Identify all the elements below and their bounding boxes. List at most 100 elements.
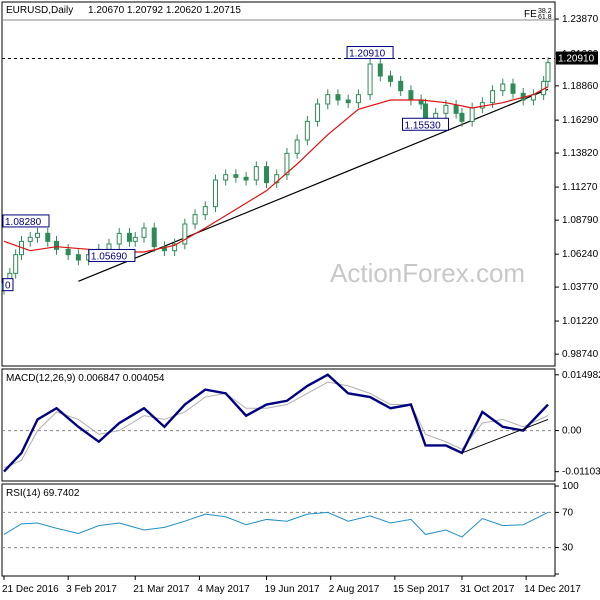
macd-signal-line bbox=[3, 381, 549, 469]
current-price: 1.20910 bbox=[556, 51, 598, 65]
macd-title: MACD(12,26,9) 0.006847 0.004054 bbox=[6, 373, 165, 384]
x-tick-label-6: 15 Sep 2017 bbox=[393, 584, 450, 595]
candle-body-49 bbox=[469, 107, 475, 122]
symbol-label: EURUSD,Daily bbox=[6, 5, 73, 16]
price-tick-label-2: 1.18860 bbox=[562, 81, 599, 92]
macd-tick-label-2: -0.011031 bbox=[562, 467, 600, 478]
candle-body-37 bbox=[355, 94, 361, 104]
annotation-box-3 bbox=[401, 117, 449, 131]
candle-body-25 bbox=[233, 174, 239, 178]
rsi-title: RSI(14) 69.7402 bbox=[6, 488, 80, 499]
fe-value-a: 38.2 bbox=[538, 8, 552, 15]
candle-body-26 bbox=[243, 176, 249, 181]
candle-body-20 bbox=[182, 223, 188, 245]
x-tick-label-4: 19 Jun 2017 bbox=[265, 584, 320, 595]
price-candles bbox=[1, 57, 551, 295]
rsi-lines bbox=[3, 511, 549, 538]
x-tick-label-1: 3 Feb 2017 bbox=[66, 584, 117, 595]
candle-body-8 bbox=[65, 248, 71, 256]
candle-body-28 bbox=[264, 166, 270, 184]
candle-body-35 bbox=[335, 94, 341, 101]
candle-body-34 bbox=[325, 94, 331, 105]
candle-body-19 bbox=[172, 243, 178, 252]
candle-body-18 bbox=[161, 246, 167, 252]
x-tick-label-3: 4 May 2017 bbox=[197, 584, 250, 595]
x-tick-label-2: 21 Mar 2017 bbox=[133, 584, 190, 595]
x-tick-label-5: 2 Aug 2017 bbox=[329, 584, 380, 595]
candle-body-16 bbox=[141, 227, 147, 238]
candle-body-17 bbox=[151, 227, 157, 248]
price-tick-label-8: 1.03770 bbox=[562, 282, 599, 293]
candle-body-29 bbox=[274, 174, 280, 184]
candle-body-36 bbox=[345, 99, 351, 104]
macd-trendline bbox=[461, 418, 549, 454]
price-tick-label-5: 1.11270 bbox=[562, 182, 598, 193]
rsi-tick-label-2: 30 bbox=[562, 543, 574, 554]
rsi-line bbox=[3, 511, 549, 538]
candle-body-13 bbox=[116, 232, 122, 245]
candle-body-15 bbox=[132, 236, 138, 242]
macd-panel-frame bbox=[1, 368, 556, 482]
candle-body-9 bbox=[75, 254, 81, 261]
current-price-box bbox=[556, 51, 598, 65]
candle-body-2 bbox=[13, 254, 19, 274]
candle-body-52 bbox=[500, 83, 506, 92]
watermark: ActionForex.com bbox=[330, 258, 525, 288]
candle-body-7 bbox=[54, 240, 60, 250]
candle-body-23 bbox=[212, 179, 218, 208]
rsi-axis: 100 70 30 bbox=[2, 481, 579, 575]
macd-tick-label-0: 0.014982 bbox=[562, 370, 600, 381]
current-price-label: 1.20910 bbox=[558, 54, 595, 65]
annotation-label-2: 1.20910 bbox=[349, 49, 386, 60]
candle-body-41 bbox=[398, 80, 404, 92]
candle-body-31 bbox=[294, 139, 300, 154]
annotation-box-0 bbox=[2, 214, 50, 228]
candle-body-53 bbox=[510, 83, 516, 94]
candle-body-51 bbox=[490, 90, 496, 104]
ohlc-label: 1.20670 1.20792 1.20620 1.20715 bbox=[88, 5, 241, 16]
candle-body-57 bbox=[545, 62, 551, 82]
candle-body-5 bbox=[35, 232, 41, 238]
x-axis: 21 Dec 2016 3 Feb 2017 21 Mar 2017 4 May 20… bbox=[2, 576, 581, 595]
price-panel-frame bbox=[1, 1, 556, 367]
candle-body-38 bbox=[367, 63, 373, 96]
x-tick-label-7: 31 Oct 2017 bbox=[460, 584, 515, 595]
price-tick-label-3: 1.16290 bbox=[562, 115, 599, 126]
candle-body-12 bbox=[106, 243, 112, 250]
candle-body-50 bbox=[479, 102, 485, 109]
candle-body-27 bbox=[253, 166, 259, 181]
price-tick-label-6: 1.08790 bbox=[562, 215, 599, 226]
macd-lines bbox=[3, 373, 549, 473]
price-axis: 1.238701.212601.188601.162901.138201.112… bbox=[555, 14, 599, 360]
candle-body-33 bbox=[315, 103, 321, 122]
candle-body-40 bbox=[387, 75, 393, 82]
price-tick-label-10: 0.98740 bbox=[562, 349, 599, 360]
candle-body-14 bbox=[126, 232, 132, 242]
candle-body-39 bbox=[377, 63, 383, 77]
annotation-box-2 bbox=[346, 46, 394, 60]
annotation-label-1: 1.05690 bbox=[91, 251, 128, 262]
candle-body-46 bbox=[443, 104, 449, 114]
macd-tick-label-1: 0.00 bbox=[562, 426, 582, 437]
fe-label: FE bbox=[524, 9, 537, 20]
macd-main-line bbox=[3, 373, 549, 473]
candle-body-32 bbox=[304, 120, 310, 141]
rsi-tick-label-0: 100 bbox=[562, 481, 579, 492]
fe-value-b: 61.8 bbox=[538, 14, 552, 21]
candle-body-6 bbox=[45, 232, 51, 242]
candle-body-42 bbox=[408, 90, 414, 101]
x-tick-label-0: 21 Dec 2016 bbox=[2, 584, 59, 595]
annotation-label-4: 0 bbox=[5, 281, 11, 292]
annotation-box-4 bbox=[2, 278, 14, 292]
candle-body-21 bbox=[192, 214, 198, 225]
candle-body-47 bbox=[453, 104, 459, 114]
candle-body-30 bbox=[284, 152, 290, 176]
x-tick-label-8: 14 Dec 2017 bbox=[524, 584, 581, 595]
price-annotations: 1.08280 1.05690 1.20910 1.15530 0 bbox=[2, 46, 449, 292]
price-tick-label-4: 1.13820 bbox=[562, 148, 599, 159]
price-tick-label-7: 1.06240 bbox=[562, 249, 599, 260]
price-tick-label-9: 1.01220 bbox=[562, 316, 599, 327]
annotation-label-0: 1.08280 bbox=[5, 217, 42, 228]
